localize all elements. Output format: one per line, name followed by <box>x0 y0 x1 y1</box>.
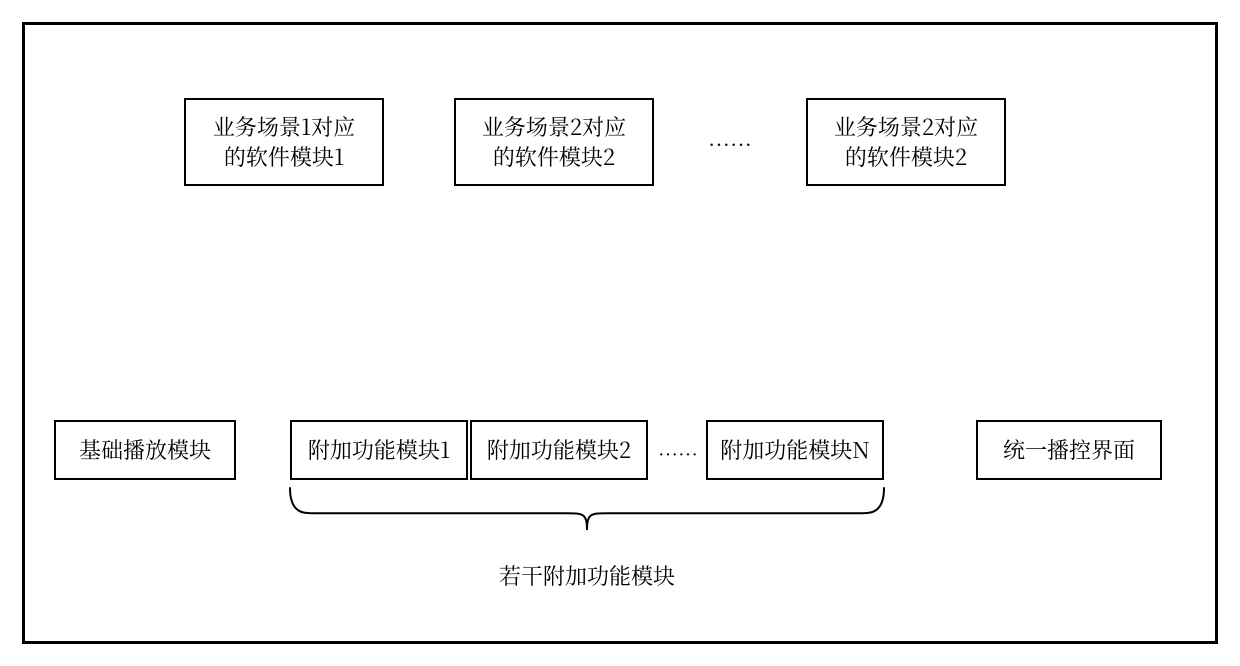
diagram-canvas: 业务场景1对应 的软件模块1 业务场景2对应 的软件模块2 业务场景2对应 的软… <box>0 0 1240 666</box>
node-addon-1: 附加功能模块1 <box>290 420 468 480</box>
node-base-playback: 基础播放模块 <box>54 420 236 480</box>
brace-label-text: 若干附加功能模块 <box>499 560 675 591</box>
node-unified-ui: 统一播控界面 <box>976 420 1162 480</box>
node-scene-2-label: 业务场景2对应 的软件模块2 <box>482 112 626 171</box>
ellipsis-bottom-text: …… <box>658 439 698 468</box>
node-unified-ui-label: 统一播控界面 <box>1003 435 1135 465</box>
node-scene-1: 业务场景1对应 的软件模块1 <box>184 98 384 186</box>
ellipsis-bottom: …… <box>650 438 706 468</box>
node-addon-n: 附加功能模块N <box>706 420 884 480</box>
node-addon-2: 附加功能模块2 <box>470 420 648 480</box>
ellipsis-top: …… <box>676 124 784 164</box>
node-scene-1-label: 业务场景1对应 的软件模块1 <box>213 112 355 171</box>
node-scene-n-label: 业务场景2对应 的软件模块2 <box>834 112 978 171</box>
node-scene-n: 业务场景2对应 的软件模块2 <box>806 98 1006 186</box>
brace-connector <box>280 488 894 550</box>
ellipsis-top-text: …… <box>708 129 752 160</box>
node-addon-n-label: 附加功能模块N <box>720 435 870 465</box>
node-base-playback-label: 基础播放模块 <box>79 435 211 465</box>
node-scene-2: 业务场景2对应 的软件模块2 <box>454 98 654 186</box>
node-addon-1-label: 附加功能模块1 <box>308 435 450 465</box>
node-addon-2-label: 附加功能模块2 <box>487 435 631 465</box>
